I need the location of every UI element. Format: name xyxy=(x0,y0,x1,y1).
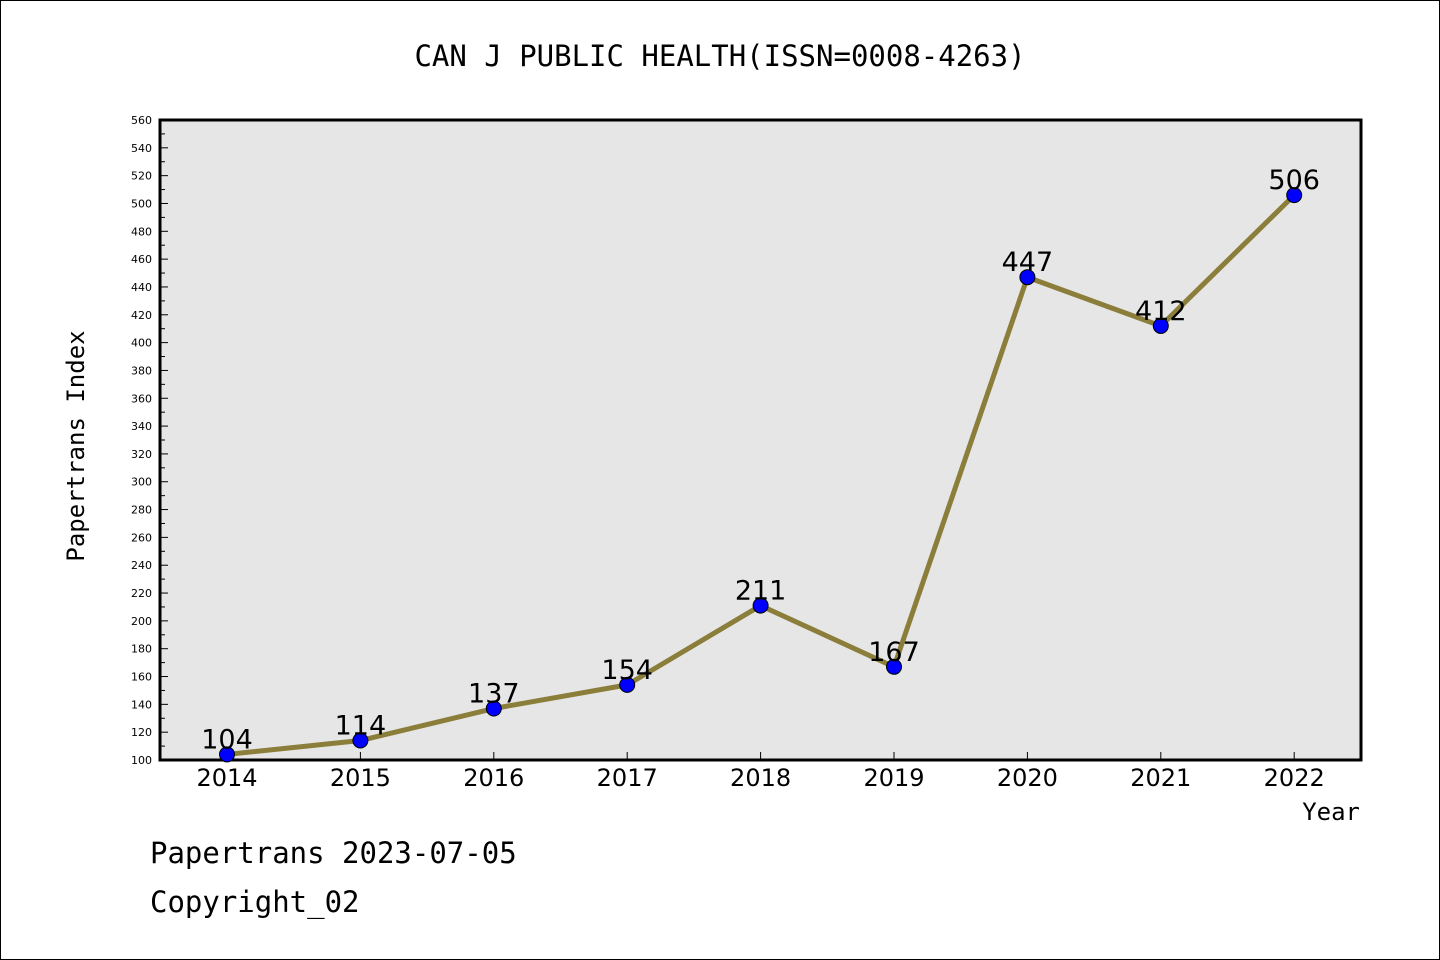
y-tick-label: 560 xyxy=(131,114,152,127)
y-tick-label: 220 xyxy=(131,587,152,600)
x-tick-label: 2019 xyxy=(863,764,924,792)
y-tick-label: 460 xyxy=(131,253,152,266)
y-tick-label: 360 xyxy=(131,392,152,405)
data-point-2015 xyxy=(352,732,369,749)
data-point-2021 xyxy=(1152,317,1169,334)
y-tick-label: 100 xyxy=(131,754,152,767)
data-point-2018 xyxy=(752,597,769,614)
data-point-2014 xyxy=(219,746,235,763)
y-tick-label: 320 xyxy=(131,448,152,461)
x-tick-label: 2020 xyxy=(997,764,1058,792)
data-point-2022 xyxy=(1286,187,1303,204)
series-line-group: 104 114 137 154 211 167 447 412 506 xyxy=(201,165,1320,763)
x-axis: 2014 2015 2016 2017 2018 2019 2020 2021 2022 xyxy=(196,752,1325,792)
data-label-2016: 137 xyxy=(468,679,520,710)
y-tick-label: 340 xyxy=(131,420,152,433)
y-tick-label: 120 xyxy=(131,726,152,739)
data-point-2016 xyxy=(485,700,502,717)
y-tick-label: 440 xyxy=(131,281,152,294)
y-tick-label: 500 xyxy=(131,197,152,210)
data-label-2018: 211 xyxy=(735,576,787,607)
plot-area xyxy=(158,118,1363,762)
data-label-2015: 114 xyxy=(335,711,387,742)
y-tick-label: 180 xyxy=(131,643,152,656)
footer-copyright: Copyright_02 xyxy=(150,885,360,919)
x-tick-label: 2015 xyxy=(330,764,391,792)
x-tick-label: 2014 xyxy=(196,764,257,792)
data-point-2019 xyxy=(886,658,902,675)
y-tick-label: 480 xyxy=(131,225,152,238)
y-tick-label: 140 xyxy=(131,698,152,711)
y-tick-label: 200 xyxy=(131,615,152,628)
data-label-2017: 154 xyxy=(601,655,653,686)
x-tick-label: 2021 xyxy=(1130,764,1191,792)
y-tick-label: 160 xyxy=(131,671,152,684)
y-tick-label: 300 xyxy=(131,476,152,489)
y-tick-label: 420 xyxy=(131,309,152,322)
data-point-2020 xyxy=(1019,269,1036,286)
data-label-2021: 412 xyxy=(1135,296,1187,327)
y-tick-label: 260 xyxy=(131,531,152,544)
x-tick-label: 2022 xyxy=(1264,764,1325,792)
y-tick-label: 240 xyxy=(131,559,152,572)
y-tick-label: 400 xyxy=(131,337,152,350)
x-axis-label: Year xyxy=(1302,798,1360,826)
data-label-2019: 167 xyxy=(868,637,920,668)
y-tick-label: 520 xyxy=(131,170,152,183)
y-tick-label: 280 xyxy=(131,504,152,517)
y-tick-label: 540 xyxy=(131,142,152,155)
y-axis-label: Papertrans Index xyxy=(62,330,90,561)
y-axis: 100 120 140 160 180 200 220 240 260 280 300 320 340 3… xyxy=(131,114,168,767)
footer-date: Papertrans 2023-07-05 xyxy=(150,836,517,870)
x-tick-label: 2016 xyxy=(463,764,524,792)
x-tick-label: 2017 xyxy=(597,764,658,792)
y-tick-label: 380 xyxy=(131,364,152,377)
data-label-2014: 104 xyxy=(201,724,253,755)
chart-title: CAN J PUBLIC HEALTH(ISSN=0008-4263) xyxy=(414,39,1025,73)
data-point-2017 xyxy=(619,676,636,693)
x-tick-label: 2018 xyxy=(730,764,791,792)
data-label-2022: 506 xyxy=(1268,165,1320,196)
data-label-2020: 447 xyxy=(1002,247,1054,278)
